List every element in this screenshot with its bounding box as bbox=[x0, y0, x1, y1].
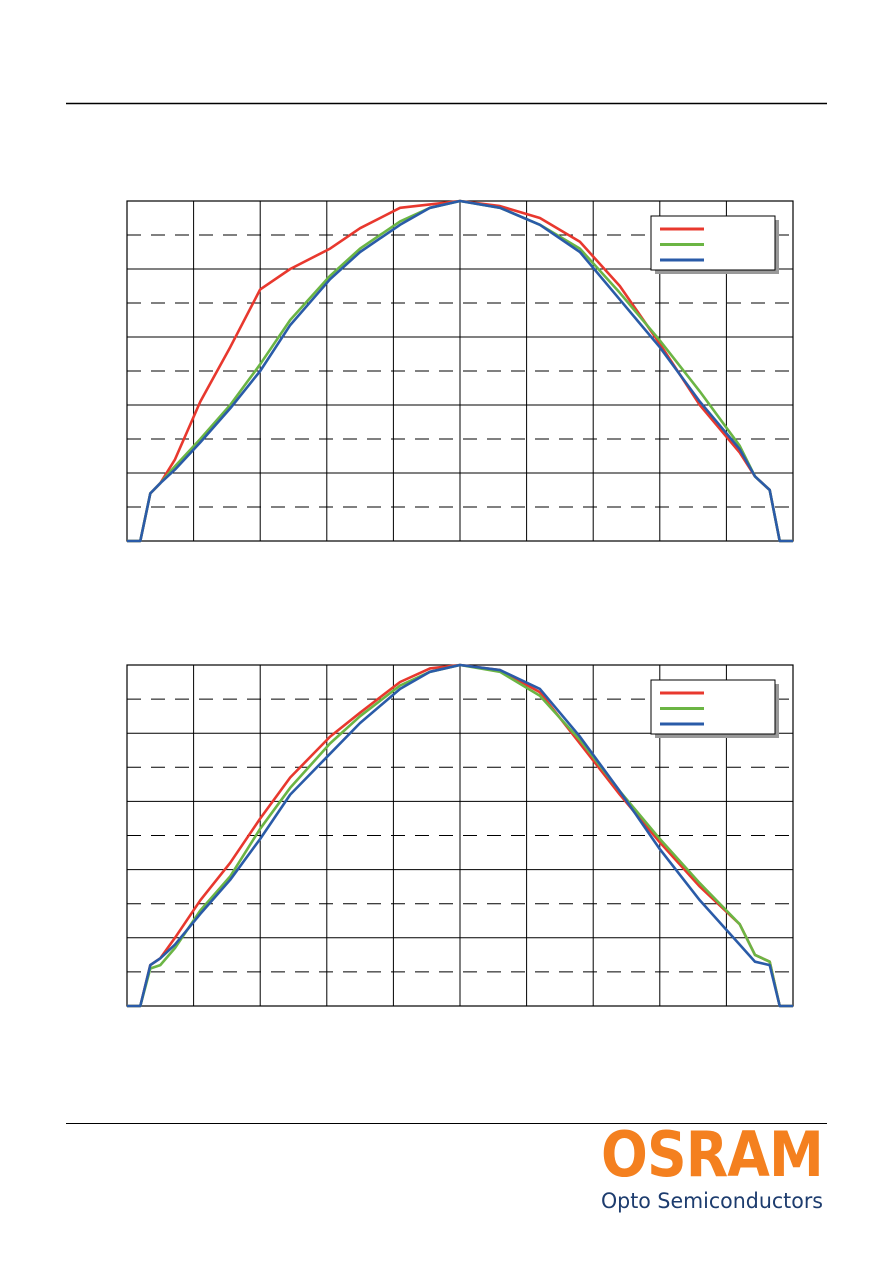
series-line bbox=[127, 199, 793, 543]
series-line bbox=[127, 663, 793, 1008]
tagline: Opto Semiconductors bbox=[601, 1189, 823, 1213]
logo: OSRAM bbox=[601, 1118, 823, 1191]
series-line bbox=[127, 199, 793, 543]
